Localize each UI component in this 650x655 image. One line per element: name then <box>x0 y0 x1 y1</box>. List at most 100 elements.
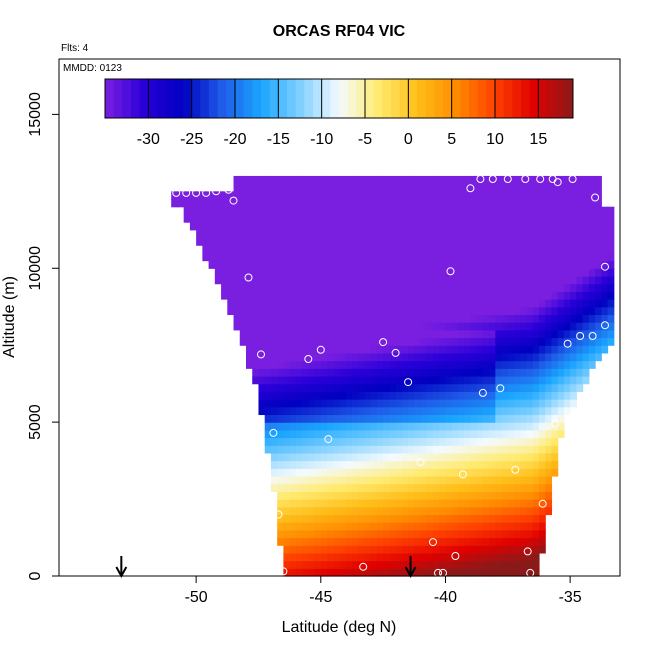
heatmap-cell <box>501 199 509 208</box>
heatmap-cell <box>526 375 534 385</box>
heatmap-cell <box>345 306 353 316</box>
heatmap-cell <box>327 383 334 392</box>
heatmap-cell <box>258 214 266 223</box>
heatmap-cell <box>420 545 428 554</box>
heatmap-cell <box>376 283 384 292</box>
heatmap-cell <box>264 299 272 308</box>
heatmap-cell <box>395 468 403 477</box>
heatmap-cell <box>320 475 328 485</box>
heatmap-cell <box>408 468 415 477</box>
heatmap-cell <box>501 399 509 408</box>
heatmap-cell <box>439 414 447 423</box>
heatmap-cell <box>557 314 565 323</box>
heatmap-cell <box>376 222 384 231</box>
heatmap-cell <box>258 352 266 362</box>
heatmap-cell <box>482 422 490 431</box>
heatmap-cell <box>532 445 540 454</box>
heatmap-cell <box>320 199 328 208</box>
heatmap-cell <box>308 522 316 531</box>
heatmap-cell <box>246 291 253 300</box>
heatmap-cell <box>445 275 453 285</box>
heatmap-cell <box>364 375 372 385</box>
heatmap-cell <box>239 268 247 277</box>
heatmap-cell <box>314 445 322 454</box>
heatmap-cell <box>526 414 534 423</box>
heatmap-cell <box>333 468 341 477</box>
heatmap-cell <box>264 206 272 215</box>
heatmap-cell <box>426 399 434 408</box>
heatmap-cell <box>270 345 278 354</box>
heatmap-cell <box>295 245 303 254</box>
heatmap-cell <box>351 545 359 554</box>
heatmap-cell <box>482 391 490 400</box>
heatmap-cell <box>376 422 384 431</box>
heatmap-cell <box>289 268 297 277</box>
heatmap-cell <box>501 475 509 485</box>
heatmap-cell <box>464 499 471 508</box>
heatmap-cell <box>264 399 272 408</box>
heatmap-cell <box>520 183 528 192</box>
heatmap-cell <box>433 222 440 231</box>
heatmap-cell <box>582 199 590 208</box>
heatmap-cell <box>327 452 334 462</box>
heatmap-cell <box>389 399 397 408</box>
heatmap-cell <box>451 283 459 292</box>
heatmap-cell <box>538 345 546 354</box>
heatmap-cell <box>551 468 559 477</box>
heatmap-cell <box>383 275 390 285</box>
heatmap-cell <box>202 222 210 231</box>
heatmap-cell <box>482 275 490 285</box>
colorbar-segment <box>538 79 548 118</box>
heatmap-cell <box>289 360 297 369</box>
heatmap-cell <box>563 291 571 300</box>
heatmap-cell <box>345 322 353 331</box>
heatmap-cell <box>507 460 515 469</box>
heatmap-cell <box>588 199 596 208</box>
heatmap-cell <box>221 291 228 300</box>
heatmap-cell <box>414 529 422 539</box>
heatmap-cell <box>327 206 334 215</box>
heatmap-cell <box>414 345 422 354</box>
heatmap-cell <box>476 506 484 516</box>
heatmap-cell <box>308 329 316 339</box>
heatmap-cell <box>233 222 241 231</box>
heatmap-cell <box>470 506 478 516</box>
heatmap-cell <box>563 352 571 362</box>
heatmap-cell <box>401 260 409 269</box>
heatmap-cell <box>426 368 434 377</box>
heatmap-cell <box>501 560 509 569</box>
heatmap-cell <box>370 368 378 377</box>
heatmap-cell <box>495 422 503 431</box>
heatmap-cell <box>439 445 447 454</box>
heatmap-cell <box>557 399 565 408</box>
heatmap-cell <box>433 545 440 554</box>
heatmap-cell <box>451 368 459 377</box>
heatmap-cell <box>376 383 384 392</box>
heatmap-cell <box>314 468 322 477</box>
heatmap-cell <box>526 199 534 208</box>
heatmap-cell <box>376 560 384 569</box>
heatmap-cell <box>526 475 534 485</box>
heatmap-cell <box>339 360 347 369</box>
heatmap-cell <box>482 468 490 477</box>
heatmap-cell <box>401 545 409 554</box>
heatmap-cell <box>277 199 284 208</box>
heatmap-cell <box>588 275 596 285</box>
heatmap-cell <box>545 399 553 408</box>
heatmap-cell <box>545 306 553 316</box>
heatmap-cell <box>364 391 372 400</box>
colorbar-tick-label: 5 <box>447 131 456 148</box>
heatmap-cell <box>283 522 291 531</box>
heatmap-cell <box>445 475 453 485</box>
heatmap-cell <box>302 383 309 392</box>
heatmap-cell <box>320 406 328 416</box>
heatmap-cell <box>414 352 422 362</box>
heatmap-cell <box>401 506 409 516</box>
heatmap-cell <box>507 222 515 231</box>
heatmap-cell <box>320 452 328 462</box>
heatmap-cell <box>283 383 291 392</box>
heatmap-cell <box>383 491 390 500</box>
heatmap-cell <box>551 299 559 308</box>
heatmap-cell <box>258 299 266 308</box>
heatmap-cell <box>501 537 509 546</box>
